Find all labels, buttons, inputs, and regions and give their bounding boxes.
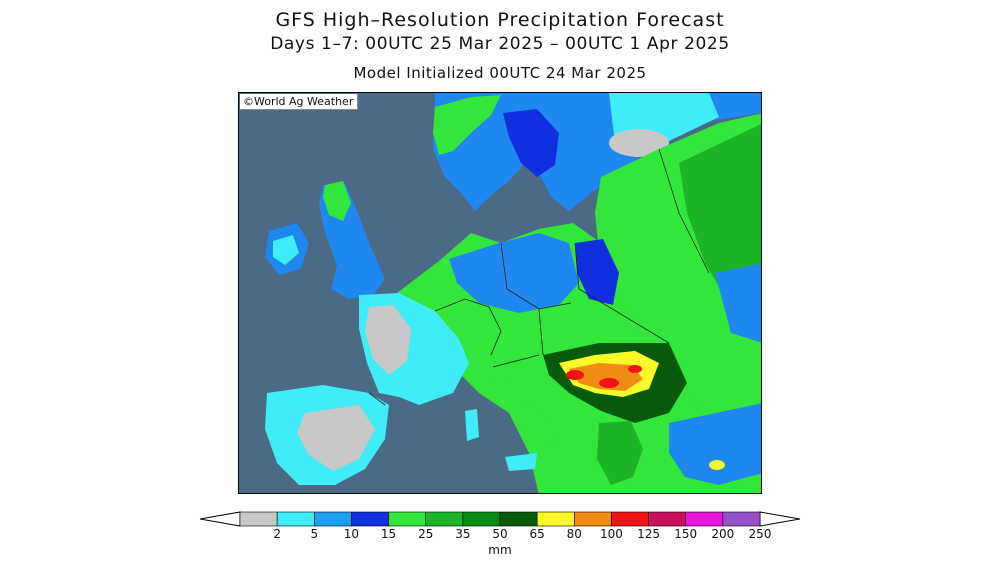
legend-swatch-2 (313, 511, 352, 527)
legend-swatch-13 (722, 511, 761, 527)
legend-swatch-1 (276, 511, 315, 527)
legend-tick-5: 5 (310, 527, 319, 541)
map-canvas (239, 93, 761, 493)
sicily-land (505, 453, 537, 471)
legend-arrow-high (759, 511, 801, 527)
sweden-blue (503, 109, 559, 177)
legend-swatch-5 (425, 511, 464, 527)
legend-swatch-11 (648, 511, 687, 527)
legend-tick-15: 15 (380, 527, 397, 541)
ireland-cyan (273, 235, 299, 265)
balkans-orange (569, 363, 643, 391)
russia-dark-green (679, 123, 761, 313)
legend-swatch-10 (611, 511, 649, 527)
legend-swatch-7 (499, 511, 538, 527)
balkans-red-east (628, 365, 642, 373)
legend-tick-50: 50 (492, 527, 508, 541)
greece-land (597, 421, 643, 485)
turkey-yellow-patch (709, 460, 725, 470)
balkans-red-west (566, 370, 584, 380)
legend-tick-80: 80 (566, 527, 582, 541)
legend-tick-65: 65 (529, 527, 545, 541)
iberia-dry (297, 405, 375, 471)
legend-tick-10: 10 (343, 527, 360, 541)
map-title: GFS High–Resolution Precipitation Foreca… (275, 9, 725, 31)
legend-tick-100: 100 (599, 527, 623, 541)
country-boundaries (368, 148, 710, 406)
balkans-red-center (599, 378, 619, 388)
legend-tick-200: 200 (711, 527, 735, 541)
sardinia-land (465, 409, 479, 441)
legend-tick-125: 125 (637, 527, 661, 541)
legend-swatch-0 (239, 511, 278, 527)
france-dry (365, 305, 411, 375)
forecast-period: Days 1–7: 00UTC 25 Mar 2025 – 00UTC 1 Ap… (270, 34, 730, 54)
legend-swatch-4 (388, 511, 427, 527)
legend-tick-25: 25 (418, 527, 434, 541)
model-init-time: Model Initialized 00UTC 24 Mar 2025 (353, 64, 647, 82)
scotland-green (323, 181, 351, 221)
legend-unit: mm (488, 543, 512, 557)
credit-label: ©World Ag Weather (240, 94, 359, 110)
legend-tick-35: 35 (455, 527, 471, 541)
legend-swatch-8 (536, 511, 575, 527)
legend-swatch-3 (351, 511, 389, 527)
turkey-land (669, 403, 761, 485)
ukraine-blue (715, 263, 761, 343)
norway-green (433, 95, 501, 155)
legend-tick-250: 250 (748, 527, 772, 541)
germany-blue (449, 233, 579, 313)
legend-arrow-low (199, 511, 241, 527)
legend-swatch-9 (573, 511, 612, 527)
legend-tick-150: 150 (674, 527, 698, 541)
precipitation-map: ©World Ag Weather (238, 92, 762, 494)
legend-swatch-12 (685, 511, 724, 527)
poland-blue-band (575, 239, 619, 305)
italy-land (489, 367, 559, 449)
baltic-dry-patch (609, 129, 669, 157)
legend-tick-2: 2 (273, 527, 281, 541)
legend-swatch-6 (462, 511, 501, 527)
